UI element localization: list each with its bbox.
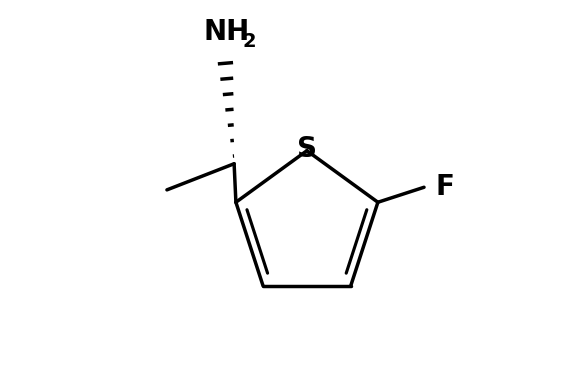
Text: F: F: [436, 173, 455, 201]
Text: 2: 2: [242, 32, 256, 51]
Text: S: S: [297, 135, 317, 163]
Text: NH: NH: [204, 18, 250, 46]
